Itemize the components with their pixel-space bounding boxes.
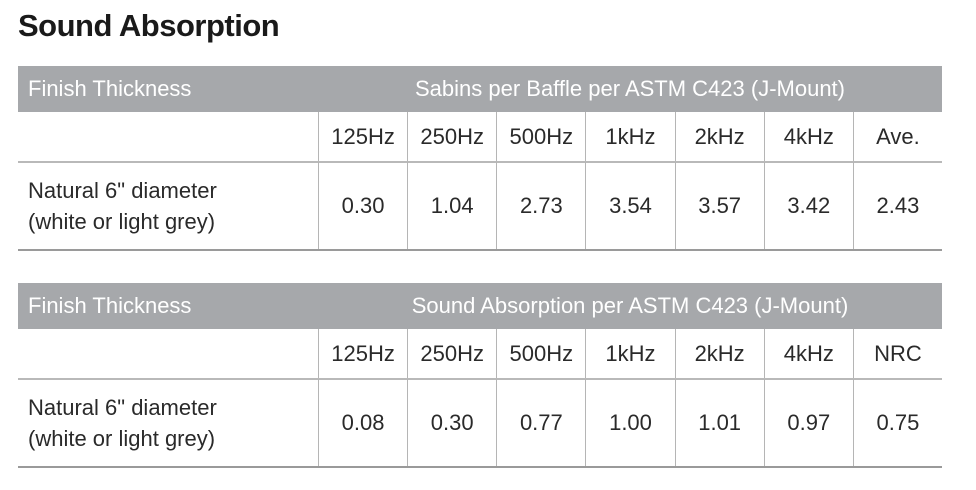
label-line: Natural 6" diameter <box>28 178 217 203</box>
value-cell: 1.01 <box>674 379 764 467</box>
row-divider <box>18 466 942 468</box>
value-cell: 0.08 <box>318 379 407 467</box>
column-header: 125Hz <box>318 112 407 162</box>
value-cell: 0.75 <box>852 379 942 467</box>
column-header: 4kHz <box>763 329 853 379</box>
column-header: 250Hz <box>407 112 496 162</box>
column-header: 1kHz <box>585 112 674 162</box>
table-header-bar <box>18 283 942 329</box>
column-header: 500Hz <box>496 329 585 379</box>
header-cell: Finish Thickness <box>28 76 192 101</box>
column-header: 250Hz <box>407 329 496 379</box>
header-cell: Sound Absorption per ASTM C423 (J-Mount) <box>411 293 849 318</box>
value-cell: 0.30 <box>407 379 496 467</box>
label-line: Natural 6" diameter <box>28 395 217 420</box>
column-header: 4kHz <box>763 112 853 162</box>
value-cell: 2.73 <box>496 162 585 250</box>
row-divider <box>18 161 942 163</box>
value-cell: 1.00 <box>585 379 674 467</box>
column-header: 2kHz <box>674 112 764 162</box>
value-cell: 3.42 <box>763 162 853 250</box>
value-cell: 1.04 <box>407 162 496 250</box>
value-cell: 0.30 <box>318 162 407 250</box>
row-label: Natural 6" diameter (white or light grey) <box>28 162 217 250</box>
value-cell: 2.43 <box>852 162 942 250</box>
column-header: 500Hz <box>496 112 585 162</box>
row-label: Natural 6" diameter (white or light grey) <box>28 379 217 467</box>
label-line: (white or light grey) <box>28 426 216 451</box>
column-header: 1kHz <box>585 329 674 379</box>
header-cell: Finish Thickness <box>28 293 192 318</box>
row-divider <box>18 378 942 380</box>
value-cell: 3.57 <box>674 162 764 250</box>
page-title: Sound Absorption <box>18 8 280 43</box>
label-line: (white or light grey) <box>28 209 216 234</box>
table-header-bar <box>18 66 942 112</box>
row-divider <box>18 249 942 251</box>
value-cell: 0.97 <box>763 379 853 467</box>
column-header: NRC <box>852 329 942 379</box>
column-header: 2kHz <box>674 329 764 379</box>
header-cell: Sabins per Baffle per ASTM C423 (J-Mount… <box>414 76 845 101</box>
column-header: 125Hz <box>318 329 407 379</box>
value-cell: 0.77 <box>496 379 585 467</box>
column-header: Ave. <box>852 112 942 162</box>
value-cell: 3.54 <box>585 162 674 250</box>
